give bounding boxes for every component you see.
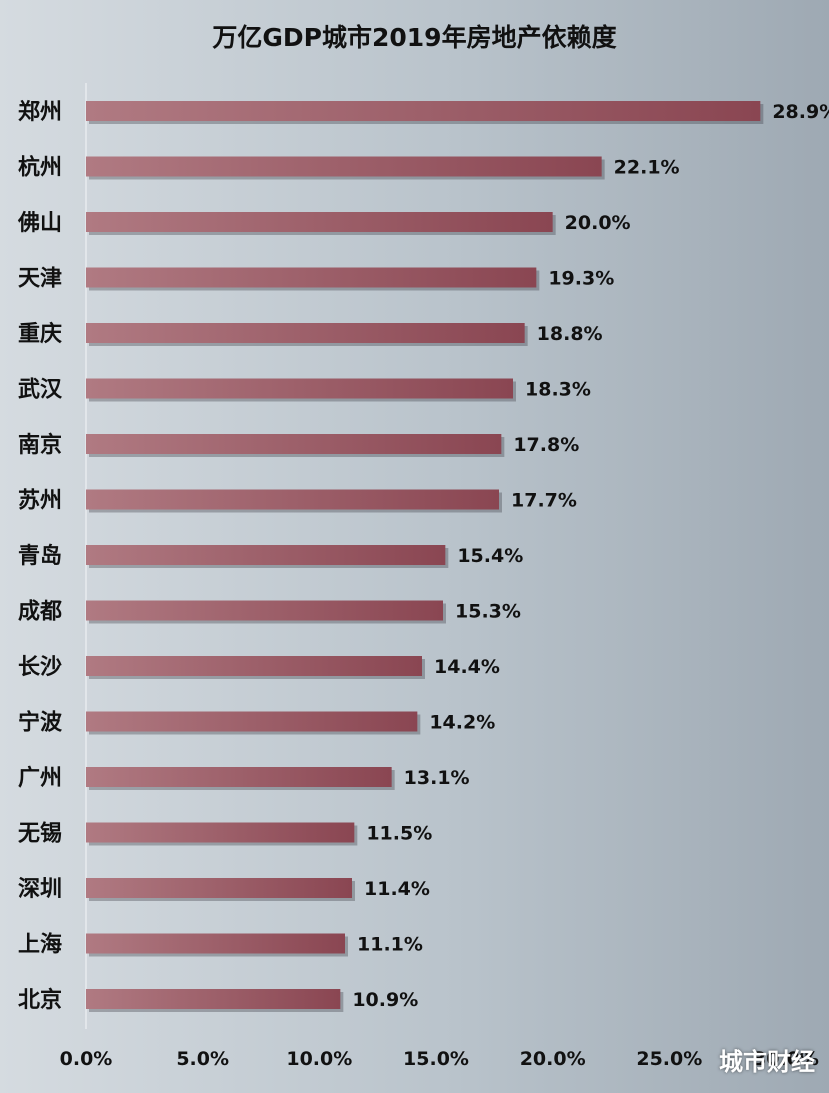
value-label: 10.9% <box>352 989 418 1011</box>
value-label: 13.1% <box>404 767 470 789</box>
value-label: 11.1% <box>357 934 423 956</box>
x-tick-label: 30.0% <box>753 1048 819 1070</box>
category-label: 北京 <box>18 987 62 1013</box>
x-tick-label: 0.0% <box>60 1048 113 1070</box>
bar <box>86 878 352 898</box>
bar <box>86 212 553 232</box>
category-label: 南京 <box>18 432 62 458</box>
category-label: 青岛 <box>18 543 62 569</box>
category-label: 宁波 <box>18 710 63 736</box>
value-label: 14.2% <box>429 712 495 734</box>
value-label: 28.9% <box>772 101 829 123</box>
bar <box>86 378 513 399</box>
value-label: 11.5% <box>366 823 432 845</box>
bar <box>86 156 602 177</box>
bar <box>86 656 422 676</box>
category-label: 广州 <box>18 765 62 791</box>
x-tick-label: 5.0% <box>176 1048 229 1070</box>
category-label: 杭州 <box>18 155 62 181</box>
category-label: 长沙 <box>18 655 62 680</box>
category-label: 佛山 <box>17 211 62 236</box>
x-tick-label: 10.0% <box>286 1048 352 1070</box>
value-label: 15.3% <box>455 601 521 623</box>
category-label: 郑州 <box>18 100 62 125</box>
bar <box>86 933 345 954</box>
bar <box>86 434 502 454</box>
x-tick-label: 25.0% <box>636 1048 702 1070</box>
value-label: 17.7% <box>511 490 577 512</box>
watermark: 城市财经 <box>719 1048 815 1076</box>
bar <box>86 822 355 843</box>
bar <box>86 489 499 510</box>
category-label: 无锡 <box>18 822 62 847</box>
value-label: 22.1% <box>614 157 680 179</box>
bar <box>86 323 525 343</box>
value-label: 20.0% <box>565 212 631 234</box>
x-tick-label: 20.0% <box>520 1048 586 1070</box>
bar <box>86 600 443 621</box>
bar <box>86 989 341 1009</box>
value-label: 11.4% <box>364 878 430 900</box>
bar <box>86 545 446 565</box>
value-label: 14.4% <box>434 656 500 678</box>
category-label: 重庆 <box>18 321 62 347</box>
bar <box>86 267 537 288</box>
x-tick-label: 15.0% <box>403 1048 469 1070</box>
value-label: 15.4% <box>457 545 523 567</box>
category-label: 上海 <box>18 932 62 958</box>
chart-title: 万亿GDP城市2019年房地产依赖度 <box>212 23 617 52</box>
value-label: 17.8% <box>513 434 579 456</box>
value-label: 18.3% <box>525 379 591 401</box>
category-label: 深圳 <box>18 877 62 902</box>
bar <box>86 767 392 787</box>
bar <box>86 711 418 732</box>
category-label: 武汉 <box>18 378 63 403</box>
category-label: 成都 <box>18 600 62 625</box>
category-label: 苏州 <box>18 488 62 514</box>
value-label: 19.3% <box>548 268 614 290</box>
category-label: 天津 <box>18 266 62 292</box>
value-label: 18.8% <box>537 323 603 345</box>
bar <box>86 101 761 121</box>
